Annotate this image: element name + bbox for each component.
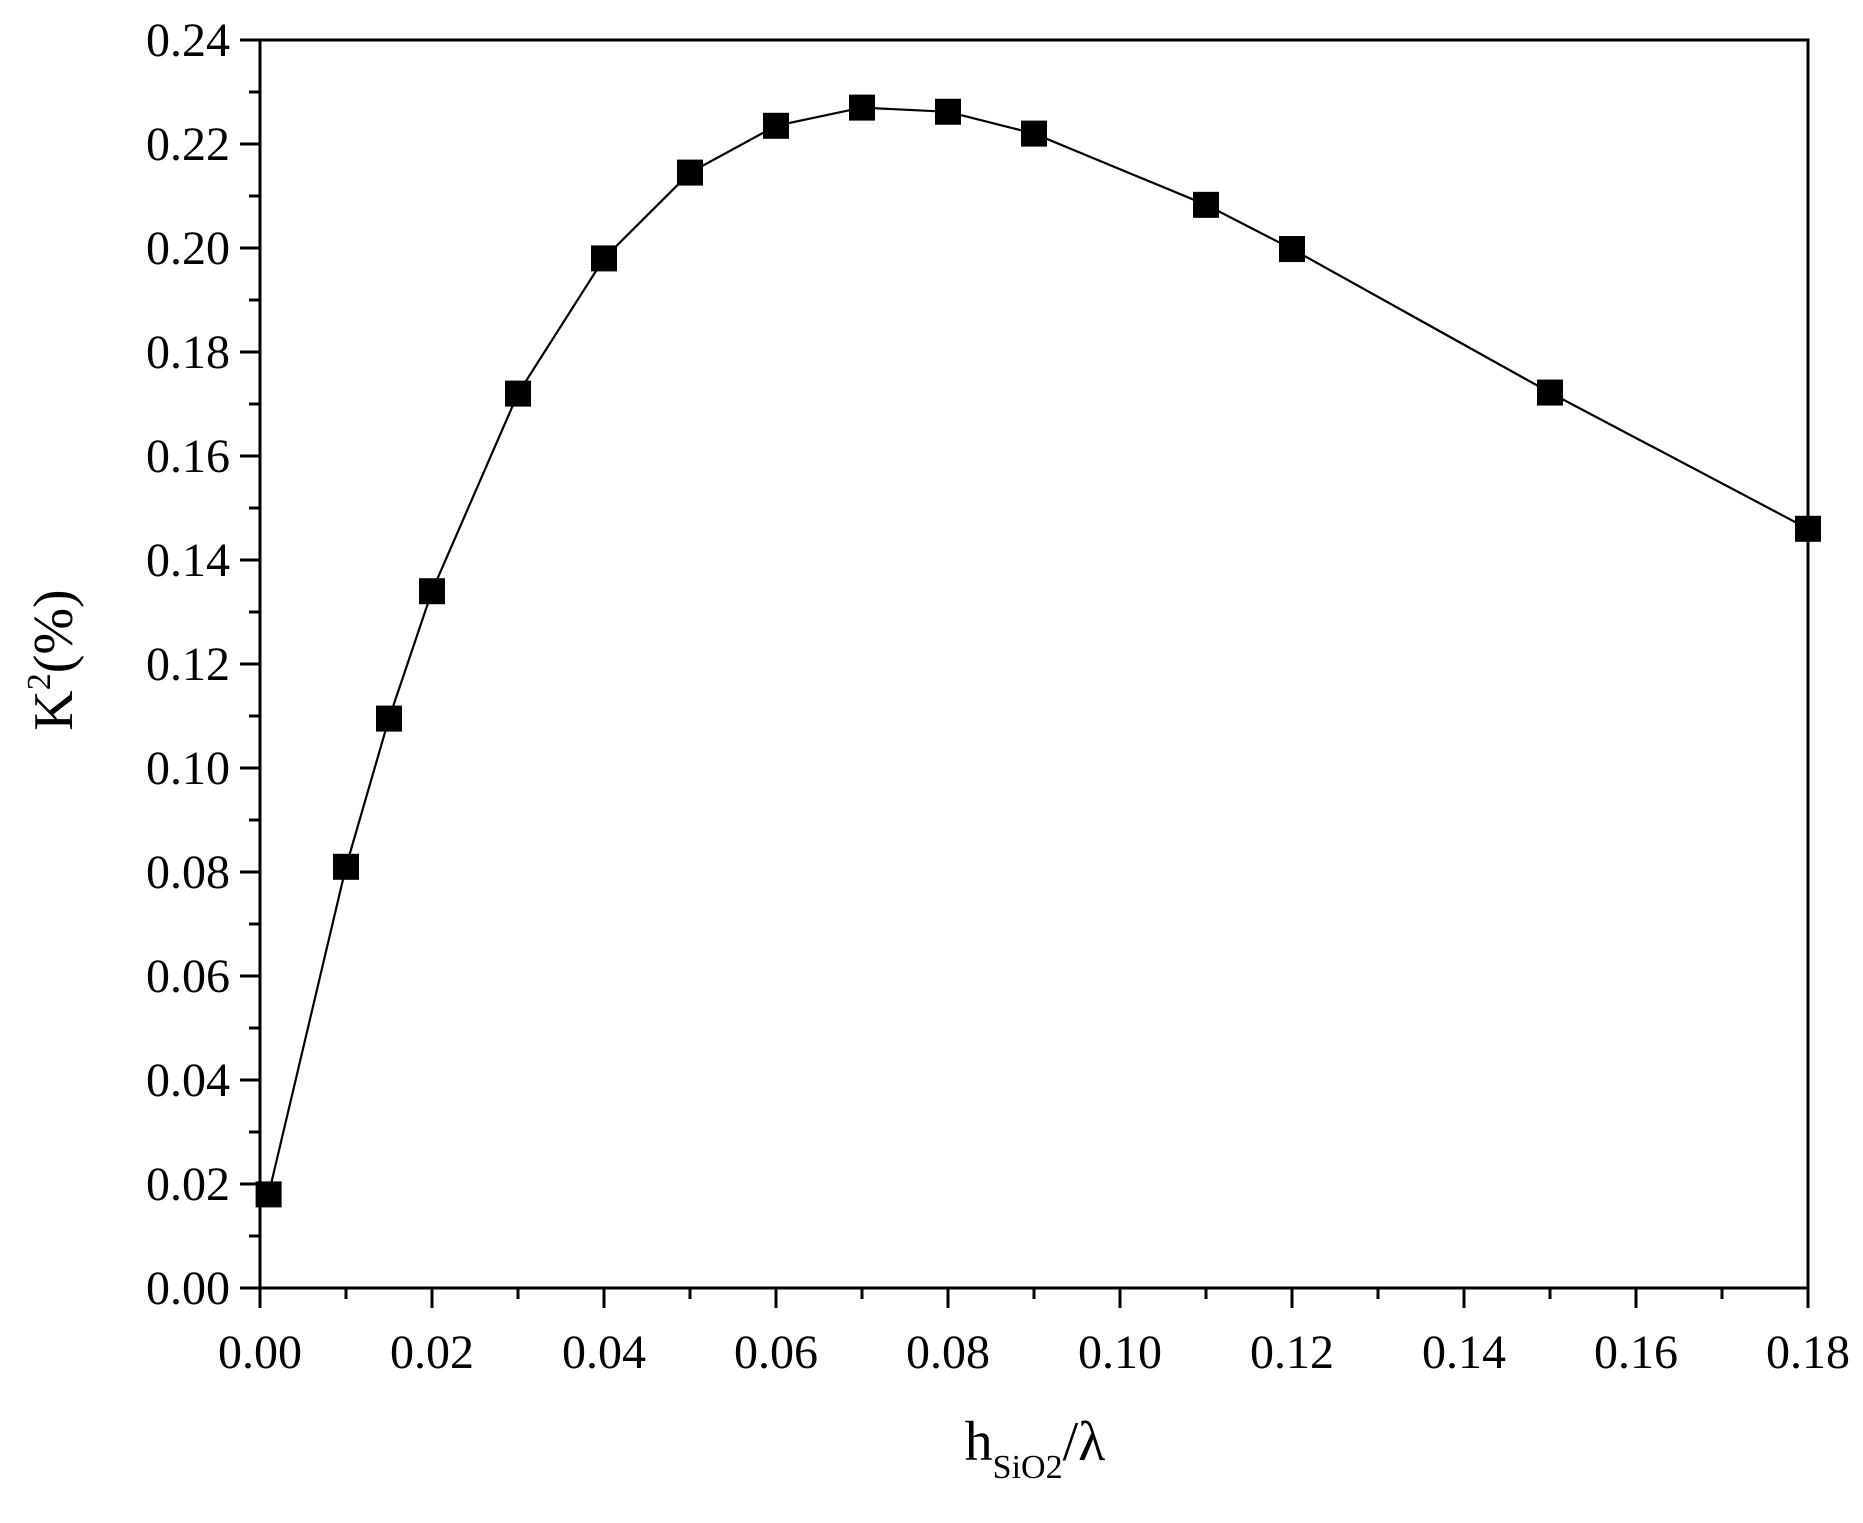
x-axis-title-subscript: SiO2 <box>993 1449 1063 1486</box>
x-tick-label: 0.16 <box>1594 1326 1678 1379</box>
x-tick-label: 0.02 <box>390 1326 474 1379</box>
data-point <box>1795 515 1821 542</box>
y-tick-label: 0.00 <box>146 1262 230 1315</box>
y-tick-label: 0.12 <box>146 638 230 691</box>
x-tick-label: 0.14 <box>1422 1326 1506 1379</box>
y-tick-label: 0.02 <box>146 1158 230 1211</box>
y-tick-label: 0.20 <box>146 222 230 275</box>
y-tick-label: 0.22 <box>146 118 230 171</box>
axes <box>258 38 1810 1290</box>
data-point <box>935 98 961 125</box>
x-tick-label: 0.04 <box>562 1326 646 1379</box>
y-axis-title: K2(%) <box>21 589 85 730</box>
series-line <box>267 106 1809 1195</box>
data-point <box>376 705 402 732</box>
y-tick-label: 0.24 <box>146 14 230 67</box>
data-point <box>1537 379 1563 406</box>
data-point <box>591 245 617 272</box>
y-tick-label: 0.18 <box>146 326 230 379</box>
data-point <box>419 578 445 605</box>
data-point <box>849 94 875 121</box>
y-tick-label: 0.16 <box>146 430 230 483</box>
y-tick-label: 0.04 <box>146 1054 230 1107</box>
data-point <box>333 853 359 880</box>
x-axis-title-main: h <box>965 1411 993 1473</box>
data-point <box>677 159 703 186</box>
y-axis-title-main: K <box>23 690 85 730</box>
data-point <box>505 380 531 407</box>
data-point <box>1193 191 1219 218</box>
plot-frame <box>258 38 1810 1290</box>
data-point <box>255 1181 282 1208</box>
x-tick-label: 0.08 <box>906 1326 990 1379</box>
x-axis-title-suffix: /λ <box>1063 1411 1106 1473</box>
x-tick-label: 0.00 <box>218 1326 302 1379</box>
ticks <box>240 38 1810 1308</box>
x-tick-label: 0.10 <box>1078 1326 1162 1379</box>
y-tick-label: 0.10 <box>146 742 230 795</box>
y-tick-label: 0.14 <box>146 534 230 587</box>
data-point <box>763 112 789 139</box>
y-axis-title-superscript: 2 <box>21 673 58 690</box>
x-tick-label: 0.12 <box>1250 1326 1334 1379</box>
data-point <box>1279 236 1305 263</box>
x-tick-label: 0.18 <box>1766 1326 1850 1379</box>
series <box>255 94 1821 1208</box>
y-tick-label: 0.06 <box>146 950 230 1003</box>
tick-labels: 0.00 0.02 0.04 0.06 0.08 0.10 0.12 0.14 0.16 0.18… <box>146 14 1850 1379</box>
x-tick-label: 0.06 <box>734 1326 818 1379</box>
x-axis-title: hSiO2/λ <box>965 1411 1106 1486</box>
y-axis-title-suffix: (%) <box>23 589 85 673</box>
axis-titles: hSiO2/λ K2(%) <box>21 589 1105 1486</box>
y-tick-label: 0.08 <box>146 846 230 899</box>
data-point <box>1021 120 1047 147</box>
